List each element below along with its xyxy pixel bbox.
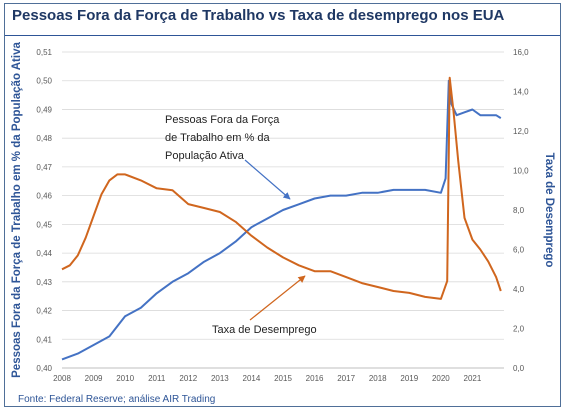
x-tick-label: 2016 <box>306 374 324 383</box>
x-tick-label: 2012 <box>179 374 197 383</box>
y-axis-right-title: Taxa de Desemprego <box>543 153 555 268</box>
title-divider <box>5 35 560 36</box>
x-tick-label: 2018 <box>369 374 387 383</box>
page-title: Pessoas Fora da Força de Trabalho vs Tax… <box>12 7 505 24</box>
y-right-tick-label: 6,0 <box>513 246 525 255</box>
x-tick-label: 2017 <box>337 374 355 383</box>
x-tick-label: 2011 <box>148 374 166 383</box>
annotation-unemployment-arrow <box>249 275 306 321</box>
y-axis-right: 0,0 2,0 4,0 6,0 8,0 10,0 12,0 14,0 16,0 <box>513 48 529 373</box>
x-tick-label: 2021 <box>464 374 482 383</box>
y-left-tick-label: 0,47 <box>36 163 52 172</box>
x-tick-label: 2008 <box>53 374 71 383</box>
y-left-tick-label: 0,45 <box>36 220 52 229</box>
annotation-lfp-line: Pessoas Fora da Força <box>165 114 280 126</box>
y-right-tick-label: 0,0 <box>513 364 525 373</box>
x-tick-label: 2014 <box>243 374 261 383</box>
y-axis-left: 0,40 0,41 0,42 0,43 0,44 0,45 0,46 0,47 0,48 0,49… <box>36 48 52 373</box>
y-right-tick-label: 8,0 <box>513 206 525 215</box>
x-tick-label: 2015 <box>274 374 292 383</box>
annotation-unemployment-line: Taxa de Desemprego <box>212 324 317 336</box>
y-left-tick-label: 0,51 <box>36 48 52 57</box>
y-right-tick-label: 10,0 <box>513 167 529 176</box>
y-right-tick-label: 2,0 <box>513 325 525 334</box>
annotation-lfp-line: de Trabalho em % da <box>165 132 270 144</box>
y-left-tick-label: 0,49 <box>36 105 52 114</box>
source-note: Fonte: Federal Reserve; análise AIR Trad… <box>18 394 216 405</box>
y-left-tick-label: 0,41 <box>36 335 52 344</box>
y-right-tick-label: 14,0 <box>513 88 529 97</box>
x-tick-label: 2020 <box>432 374 450 383</box>
annotations: Pessoas Fora da Força de Trabalho em % da… <box>165 114 317 336</box>
x-tick-label: 2013 <box>211 374 229 383</box>
y-axis-left-title: Pessoas Fora da Força de Trabalho em % d… <box>11 42 23 378</box>
y-right-tick-label: 12,0 <box>513 127 529 136</box>
y-left-tick-label: 0,42 <box>36 307 52 316</box>
y-left-tick-label: 0,43 <box>36 278 52 287</box>
y-right-tick-label: 16,0 <box>513 48 529 57</box>
y-left-tick-label: 0,48 <box>36 134 52 143</box>
x-tick-label: 2009 <box>85 374 103 383</box>
annotation-lfp-arrow <box>244 159 291 200</box>
x-tick-label: 2010 <box>116 374 134 383</box>
y-left-tick-label: 0,50 <box>36 77 52 86</box>
y-left-tick-label: 0,46 <box>36 192 52 201</box>
series-line-unemployment <box>61 76 502 300</box>
series-line-lfp <box>61 79 502 361</box>
x-axis: 2008 2009 2010 2011 2012 2013 2014 2015 2016 2017… <box>53 367 504 383</box>
y-left-tick-label: 0,44 <box>36 249 52 258</box>
x-tick-label: 2019 <box>400 374 418 383</box>
y-left-tick-label: 0,40 <box>36 364 52 373</box>
y-right-tick-label: 4,0 <box>513 285 525 294</box>
series-layer <box>61 76 502 361</box>
annotation-lfp-line: População Ativa <box>165 150 245 162</box>
